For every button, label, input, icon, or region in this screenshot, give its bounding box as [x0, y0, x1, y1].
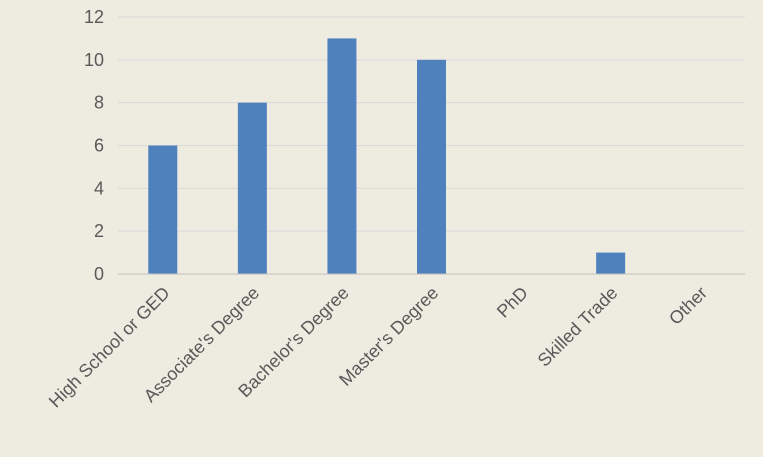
bar — [148, 145, 178, 274]
y-tick-label: 2 — [94, 221, 104, 241]
bar — [237, 102, 267, 275]
y-tick-label: 0 — [94, 264, 104, 284]
x-tick-label: Other — [665, 283, 711, 329]
y-tick-label: 6 — [94, 136, 104, 156]
x-tick-label: PhD — [493, 283, 532, 322]
y-tick-label: 8 — [94, 93, 104, 113]
bars — [148, 38, 626, 275]
y-tick-label: 12 — [84, 7, 104, 27]
y-tick-label: 10 — [84, 50, 104, 70]
y-tick-label: 4 — [94, 178, 104, 198]
bar — [417, 59, 446, 275]
bar — [327, 38, 357, 274]
x-tick-label: Master's Degree — [335, 283, 442, 390]
bar — [596, 252, 626, 274]
x-tick-label: Skilled Trade — [534, 283, 622, 371]
